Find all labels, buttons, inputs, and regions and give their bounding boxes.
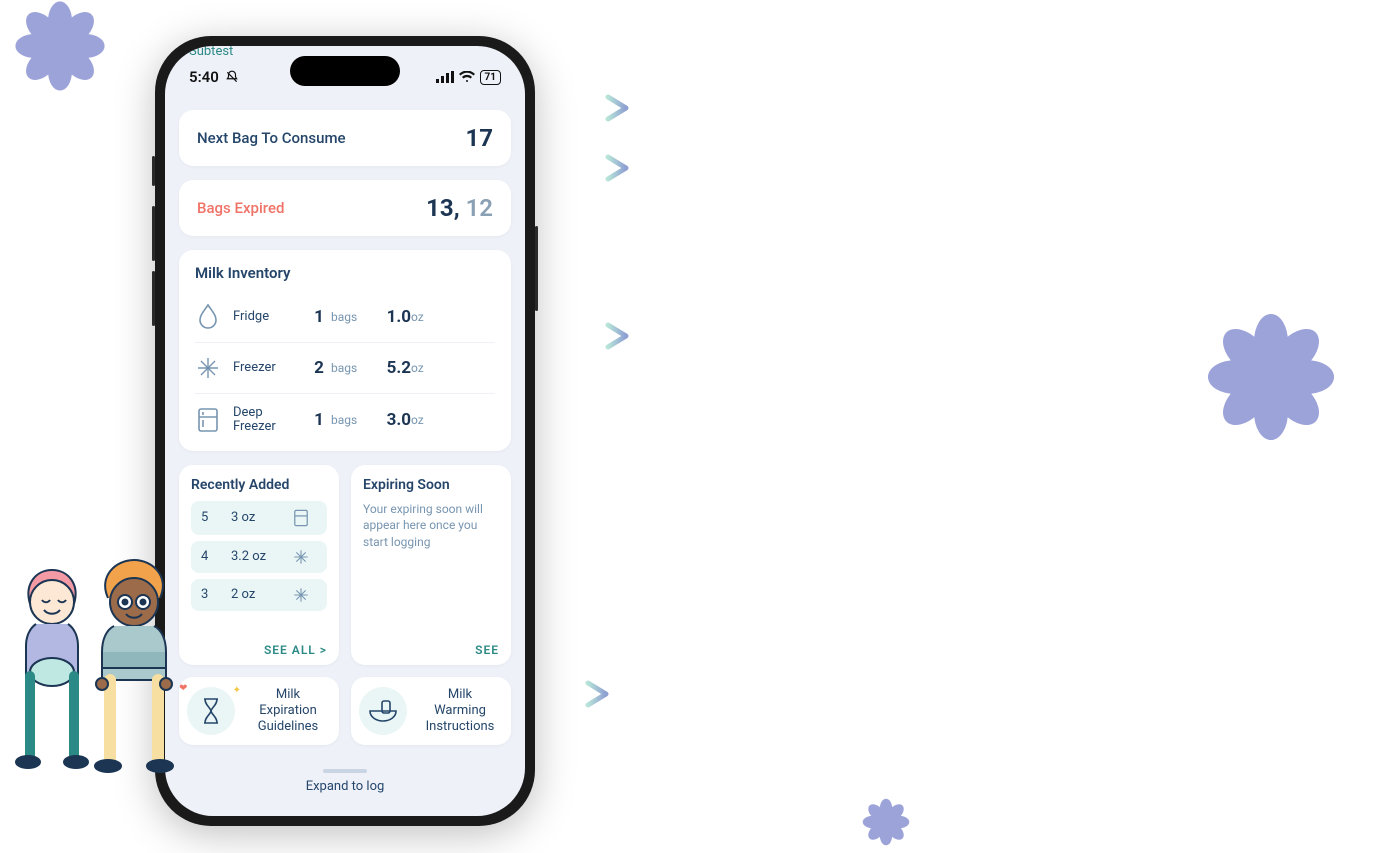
flower-right	[1206, 312, 1336, 442]
expired-value: 13, 12	[426, 194, 493, 222]
recent-row[interactable]: 53 oz	[191, 501, 327, 535]
phone-mockup: Subtest 5:40 71 Next Bag To Consume 17 B…	[155, 36, 535, 826]
inventory-row-deep-freezer[interactable]: Deep Freezer 1 bags 3.0 oz	[195, 393, 495, 447]
dynamic-island	[290, 56, 400, 86]
drop-icon	[195, 304, 221, 330]
freezer-icon	[283, 509, 309, 527]
people-illustration	[8, 554, 188, 808]
row-location: Fridge	[233, 310, 307, 324]
recent-row[interactable]: 43.2 oz	[191, 541, 327, 573]
guide-title: Milk Expiration Guidelines	[245, 687, 331, 736]
row-amount: 3.0	[371, 410, 411, 430]
battery-level: 71	[480, 70, 501, 85]
phone-screen: Subtest 5:40 71 Next Bag To Consume 17 B…	[165, 46, 525, 816]
snowflake-icon	[283, 587, 309, 603]
next-bag-card[interactable]: Next Bag To Consume 17	[179, 110, 511, 166]
row-unit: oz	[411, 310, 441, 324]
app-content: Next Bag To Consume 17 Bags Expired 13, …	[165, 102, 525, 816]
row-unit: oz	[411, 413, 441, 427]
recently-added-card: Recently Added 53 oz 43.2 oz 32 oz SEE A…	[179, 465, 339, 665]
arrow-3	[520, 316, 640, 356]
row-location: Freezer	[233, 361, 307, 375]
guide-title: Milk Warming Instructions	[417, 687, 503, 736]
inventory-row-freezer[interactable]: Freezer 2 bags 5.2 oz	[195, 342, 495, 393]
bowl-icon	[359, 687, 407, 735]
row-count: 2	[307, 358, 331, 378]
inventory-title: Milk Inventory	[195, 264, 495, 282]
arrow-4	[520, 674, 620, 714]
snowflake-icon	[283, 549, 309, 565]
row-unit: oz	[411, 361, 441, 375]
expand-to-log[interactable]: Expand to log	[179, 757, 511, 794]
next-bag-label: Next Bag To Consume	[197, 129, 346, 147]
row-bags: bags	[331, 413, 371, 427]
row-location: Deep Freezer	[233, 406, 307, 435]
recently-added-title: Recently Added	[191, 477, 327, 493]
status-time: 5:40	[189, 68, 219, 86]
signal-icon	[436, 71, 454, 83]
arrow-1	[520, 88, 640, 128]
warming-instructions-card[interactable]: Milk Warming Instructions	[351, 677, 511, 746]
flower-top-left	[14, 0, 106, 92]
expiring-soon-card: Expiring Soon Your expiring soon will ap…	[351, 465, 511, 665]
expiring-empty-text: Your expiring soon will appear here once…	[363, 501, 499, 551]
expired-card[interactable]: Bags Expired 13, 12	[179, 180, 511, 236]
expiring-title: Expiring Soon	[363, 477, 499, 493]
next-bag-value: 17	[465, 124, 493, 152]
expired-label: Bags Expired	[197, 199, 284, 217]
row-amount: 1.0	[371, 307, 411, 327]
do-not-disturb-icon	[225, 70, 239, 84]
inventory-card: Milk Inventory Fridge 1 bags 1.0 oz Free…	[179, 250, 511, 451]
snowflake-icon	[195, 355, 221, 381]
row-bags: bags	[331, 310, 371, 324]
inventory-row-fridge[interactable]: Fridge 1 bags 1.0 oz	[195, 292, 495, 342]
recent-row[interactable]: 32 oz	[191, 579, 327, 611]
wifi-icon	[459, 71, 475, 83]
row-count: 1	[307, 410, 331, 430]
row-count: 1	[307, 307, 331, 327]
see-all-link[interactable]: SEE	[363, 637, 499, 657]
expiration-guidelines-card[interactable]: ❤ ✦ Milk Expiration Guidelines	[179, 677, 339, 746]
see-all-link[interactable]: SEE ALL >	[191, 637, 327, 657]
hourglass-icon: ❤ ✦	[187, 687, 235, 735]
freezer-icon	[195, 407, 221, 433]
flower-bottom	[862, 798, 910, 846]
row-amount: 5.2	[371, 358, 411, 378]
arrow-2	[520, 148, 640, 188]
row-bags: bags	[331, 361, 371, 375]
